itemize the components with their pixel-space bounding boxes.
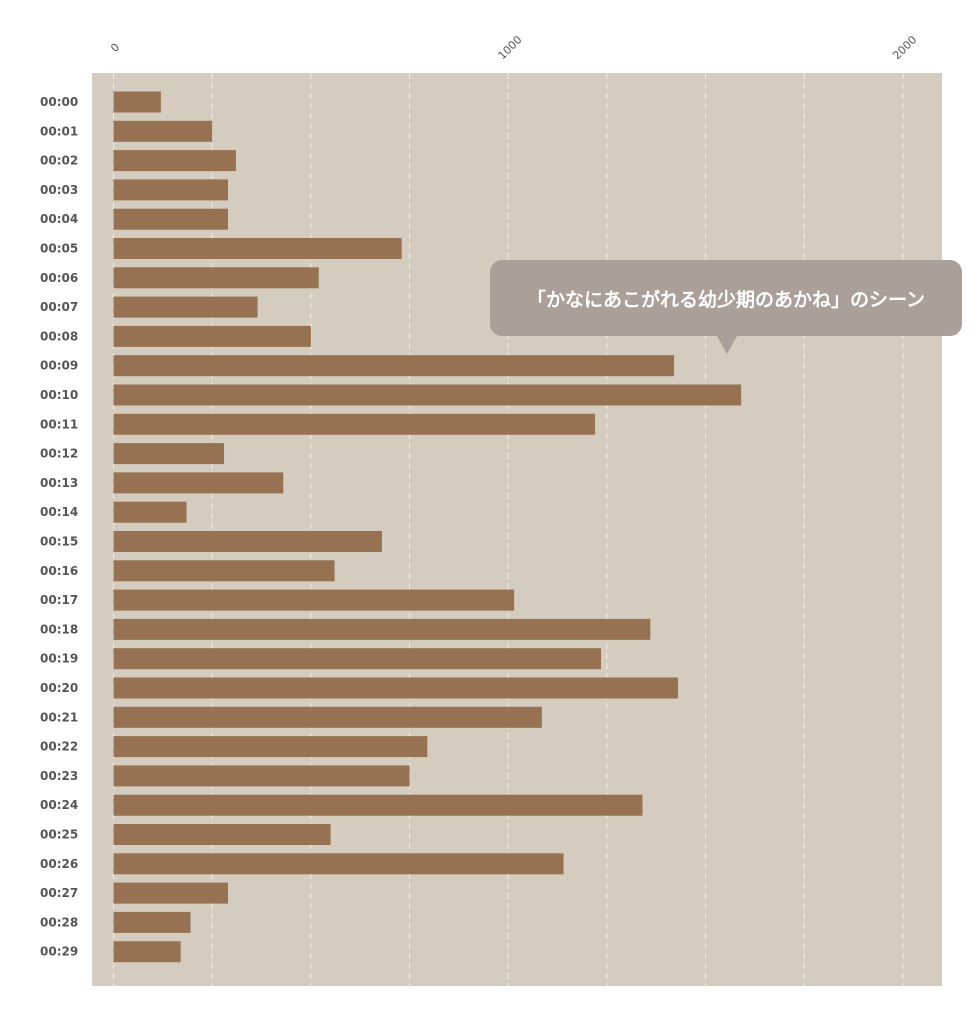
category-label: 00:18 bbox=[40, 622, 78, 636]
category-label: 00:16 bbox=[40, 564, 78, 578]
category-label: 00:08 bbox=[40, 329, 78, 343]
category-label: 00:24 bbox=[40, 798, 78, 812]
bar[interactable] bbox=[113, 706, 542, 728]
bar[interactable] bbox=[113, 501, 187, 523]
category-label: 00:17 bbox=[40, 593, 78, 607]
category-label: 00:22 bbox=[40, 740, 78, 754]
category-label: 00:10 bbox=[40, 388, 78, 402]
category-label: 00:26 bbox=[40, 857, 78, 871]
category-label: 00:06 bbox=[40, 271, 78, 285]
bar[interactable] bbox=[113, 238, 402, 259]
bar[interactable] bbox=[113, 413, 596, 435]
category-label: 00:20 bbox=[40, 681, 78, 695]
bar[interactable] bbox=[113, 794, 643, 816]
category-label: 00:28 bbox=[40, 915, 78, 929]
category-label: 00:29 bbox=[40, 945, 78, 959]
category-label: 00:19 bbox=[40, 652, 78, 666]
bar[interactable] bbox=[113, 677, 678, 699]
annotation-text: 「かなにあこがれる幼少期のあかね」のシーン bbox=[526, 288, 926, 311]
bar[interactable] bbox=[113, 384, 742, 406]
bar[interactable] bbox=[113, 325, 311, 347]
bar[interactable] bbox=[113, 560, 335, 582]
bar[interactable] bbox=[113, 618, 651, 640]
bars bbox=[113, 91, 742, 963]
category-labels: 00:00 00:01 00:02 00:03 00:04 00:05 00:06 00:07… bbox=[40, 95, 78, 959]
bar[interactable] bbox=[113, 531, 382, 552]
category-label: 00:27 bbox=[40, 886, 78, 900]
category-label: 00:04 bbox=[40, 212, 78, 226]
x-tick-label: 2000 bbox=[890, 33, 919, 62]
bar[interactable] bbox=[113, 765, 410, 787]
bar[interactable] bbox=[113, 296, 258, 318]
bar[interactable] bbox=[113, 443, 225, 465]
bar[interactable] bbox=[113, 472, 284, 494]
bar[interactable] bbox=[113, 589, 515, 611]
bar[interactable] bbox=[113, 179, 228, 201]
x-axis-ticks: 0 1000 2000 bbox=[108, 33, 919, 62]
category-label: 00:15 bbox=[40, 535, 78, 549]
bar[interactable] bbox=[113, 91, 161, 113]
bar[interactable] bbox=[113, 824, 331, 845]
x-tick-label: 1000 bbox=[496, 33, 525, 62]
category-label: 00:02 bbox=[40, 154, 78, 168]
annotation-pointer bbox=[717, 336, 737, 354]
bar[interactable] bbox=[113, 267, 319, 289]
category-label: 00:23 bbox=[40, 769, 78, 783]
category-label: 00:09 bbox=[40, 359, 78, 373]
category-label: 00:03 bbox=[40, 183, 78, 197]
bar[interactable] bbox=[113, 150, 236, 172]
bar[interactable] bbox=[113, 911, 191, 933]
bar[interactable] bbox=[113, 208, 228, 230]
bar[interactable] bbox=[113, 120, 213, 142]
category-label: 00:00 bbox=[40, 95, 78, 109]
bar[interactable] bbox=[113, 853, 564, 875]
category-label: 00:21 bbox=[40, 710, 78, 724]
category-label: 00:12 bbox=[40, 447, 78, 461]
annotation-tooltip: 「かなにあこがれる幼少期のあかね」のシーン bbox=[490, 260, 962, 336]
x-tick-label: 0 bbox=[108, 41, 122, 55]
category-label: 00:05 bbox=[40, 242, 78, 256]
category-label: 00:07 bbox=[40, 300, 78, 314]
bar[interactable] bbox=[113, 736, 428, 758]
bar[interactable] bbox=[113, 355, 675, 377]
bar[interactable] bbox=[113, 941, 181, 963]
category-label: 00:13 bbox=[40, 476, 78, 490]
bar[interactable] bbox=[113, 882, 228, 904]
category-label: 00:25 bbox=[40, 828, 78, 842]
category-label: 00:01 bbox=[40, 124, 78, 138]
category-label: 00:14 bbox=[40, 505, 78, 519]
bar[interactable] bbox=[113, 648, 602, 670]
category-label: 00:11 bbox=[40, 417, 78, 431]
